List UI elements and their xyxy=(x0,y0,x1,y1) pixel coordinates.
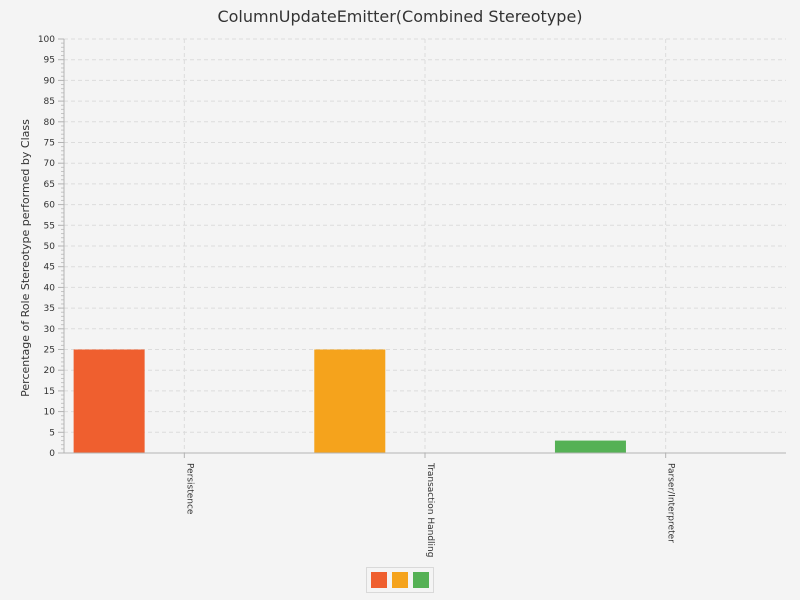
y-tick-label: 90 xyxy=(44,76,56,86)
y-tick-label: 70 xyxy=(44,159,56,169)
y-tick-label: 30 xyxy=(44,325,56,335)
x-category-label: Transaction Handling xyxy=(425,462,435,557)
gridlines xyxy=(64,38,786,453)
bar-parser-interpreter xyxy=(554,440,626,453)
y-tick-label: 40 xyxy=(44,283,56,293)
y-tick-label: 80 xyxy=(44,118,56,128)
y-tick-label: 60 xyxy=(44,201,56,211)
y-tick-label: 5 xyxy=(49,428,55,438)
legend-swatch-3 xyxy=(413,572,429,588)
x-category-label: Persistence xyxy=(184,463,194,515)
y-tick-label: 45 xyxy=(44,263,55,273)
y-tick-label: 75 xyxy=(44,139,55,149)
legend-swatch-1 xyxy=(371,572,387,588)
legend xyxy=(366,567,434,593)
y-tick-label: 15 xyxy=(44,387,55,397)
y-tick-label: 0 xyxy=(49,449,55,459)
y-axis-ticks: 0 5 10 15 20 25 30 35 40 45 50 55 60 65 70 75 80 85 90 95 10… xyxy=(38,35,64,459)
y-tick-label: 55 xyxy=(44,221,55,231)
y-axis-title: Percentage of Role Stereotype performed … xyxy=(19,119,32,397)
x-category-label: Parser/Interpreter xyxy=(666,463,676,543)
y-tick-label: 35 xyxy=(44,304,55,314)
legend-swatch-2 xyxy=(392,572,408,588)
bars xyxy=(73,349,626,453)
bar-transaction-handling xyxy=(314,349,386,453)
y-tick-label: 25 xyxy=(44,346,55,356)
y-tick-label: 10 xyxy=(44,408,56,418)
y-tick-label: 95 xyxy=(44,56,55,66)
chart-title: ColumnUpdateEmitter(Combined Stereotype) xyxy=(217,7,583,26)
y-tick-label: 100 xyxy=(38,35,55,45)
y-tick-label: 20 xyxy=(44,366,56,376)
x-axis-category-labels: Persistence Transaction Handling Parser/In… xyxy=(183,453,676,557)
y-tick-label: 65 xyxy=(44,180,55,190)
y-tick-label: 85 xyxy=(44,97,55,107)
y-tick-label: 50 xyxy=(44,242,56,252)
bar-persistence xyxy=(73,349,145,453)
